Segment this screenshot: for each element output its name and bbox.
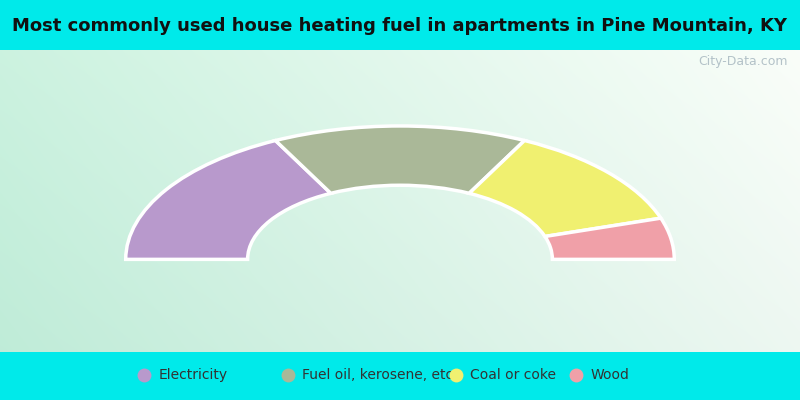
Wedge shape bbox=[126, 140, 331, 259]
Text: Fuel oil, kerosene, etc.: Fuel oil, kerosene, etc. bbox=[302, 368, 458, 382]
Wedge shape bbox=[469, 140, 661, 236]
Text: Wood: Wood bbox=[590, 368, 630, 382]
Text: Most commonly used house heating fuel in apartments in Pine Mountain, KY: Most commonly used house heating fuel in… bbox=[13, 17, 787, 35]
Wedge shape bbox=[545, 218, 674, 259]
Text: Coal or coke: Coal or coke bbox=[470, 368, 557, 382]
Wedge shape bbox=[275, 126, 525, 193]
Text: City-Data.com: City-Data.com bbox=[698, 54, 788, 68]
Text: Electricity: Electricity bbox=[158, 368, 227, 382]
